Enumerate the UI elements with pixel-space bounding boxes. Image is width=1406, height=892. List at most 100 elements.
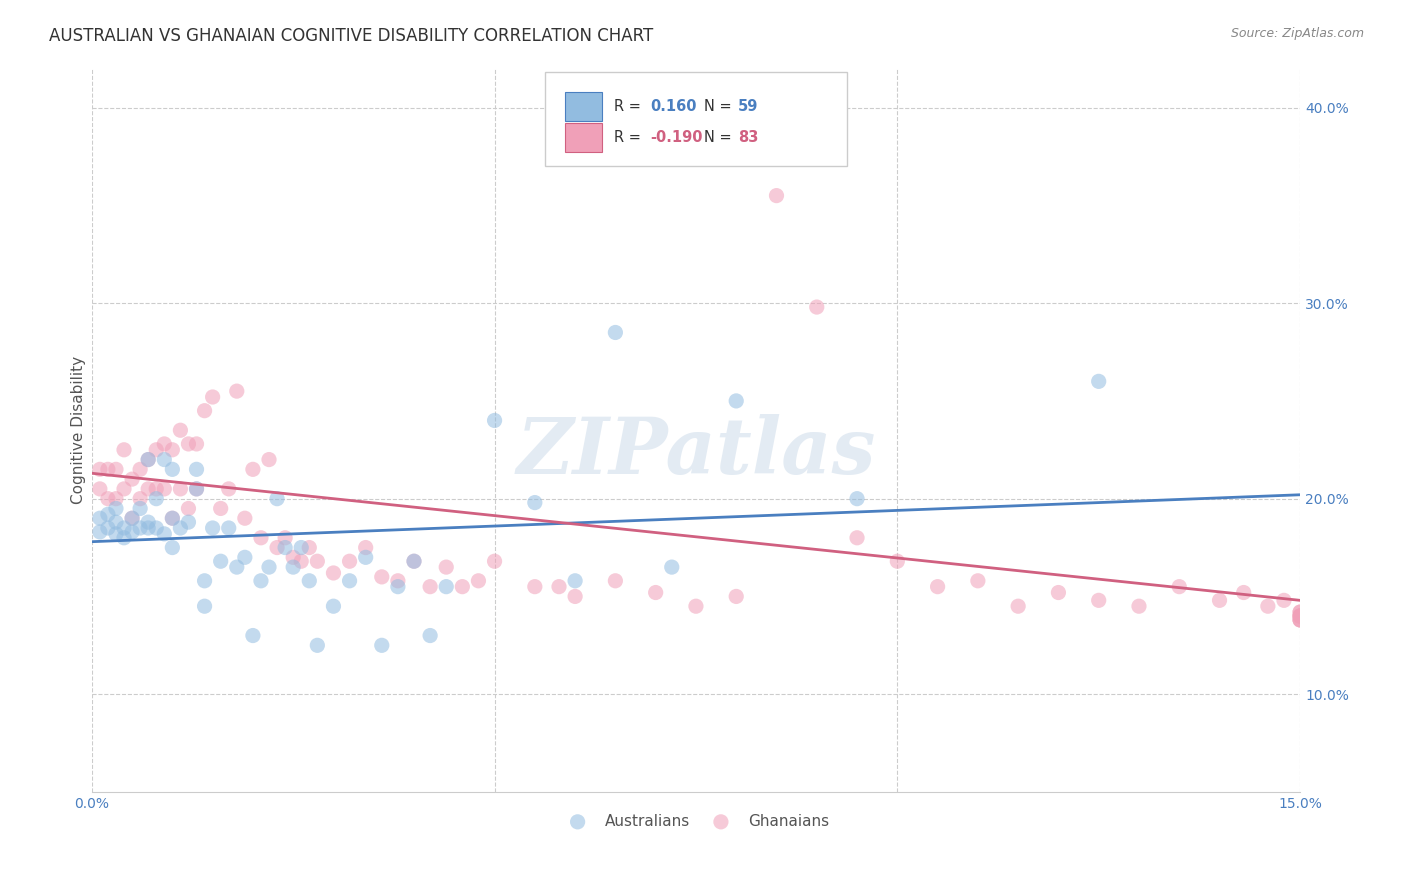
- Point: [274, 531, 297, 545]
- Point: [145, 521, 167, 535]
- Point: [89, 524, 111, 539]
- Point: [121, 511, 143, 525]
- Point: [1289, 605, 1312, 619]
- Text: R =: R =: [614, 99, 645, 113]
- Point: [162, 511, 184, 525]
- Point: [129, 521, 152, 535]
- Point: [1289, 609, 1312, 624]
- Point: [129, 462, 152, 476]
- Point: [89, 511, 111, 525]
- Point: [89, 462, 111, 476]
- Point: [153, 482, 176, 496]
- Point: [162, 442, 184, 457]
- Point: [162, 511, 184, 525]
- Point: [225, 560, 247, 574]
- Point: [1257, 599, 1279, 614]
- Point: [104, 491, 127, 506]
- Point: [298, 541, 321, 555]
- Point: [283, 550, 305, 565]
- Point: [193, 403, 215, 417]
- Text: -0.190: -0.190: [650, 129, 703, 145]
- Point: [112, 521, 135, 535]
- Point: [186, 437, 208, 451]
- Point: [104, 527, 127, 541]
- Point: [290, 541, 312, 555]
- Point: [1087, 375, 1109, 389]
- Point: [644, 585, 666, 599]
- Point: [605, 326, 627, 340]
- Point: [193, 599, 215, 614]
- Point: [209, 501, 232, 516]
- Point: [153, 452, 176, 467]
- Point: [1047, 585, 1070, 599]
- Point: [186, 462, 208, 476]
- Point: [153, 527, 176, 541]
- Point: [1007, 599, 1029, 614]
- Point: [266, 541, 288, 555]
- Point: [307, 554, 329, 568]
- Point: [257, 452, 280, 467]
- Point: [97, 462, 120, 476]
- Point: [129, 501, 152, 516]
- Point: [564, 574, 586, 588]
- Text: N =: N =: [704, 129, 737, 145]
- Point: [467, 574, 489, 588]
- Point: [257, 560, 280, 574]
- Point: [121, 472, 143, 486]
- Point: [201, 521, 224, 535]
- Point: [1272, 593, 1295, 607]
- Point: [136, 482, 159, 496]
- Point: [153, 437, 176, 451]
- Point: [169, 482, 191, 496]
- FancyBboxPatch shape: [565, 123, 602, 152]
- Point: [97, 521, 120, 535]
- Point: [967, 574, 990, 588]
- Point: [177, 515, 200, 529]
- FancyBboxPatch shape: [546, 72, 846, 166]
- Point: [209, 554, 232, 568]
- Point: [177, 437, 200, 451]
- Point: [290, 554, 312, 568]
- Point: [283, 560, 305, 574]
- Point: [1128, 599, 1150, 614]
- Point: [136, 452, 159, 467]
- Point: [233, 511, 256, 525]
- Point: [523, 580, 546, 594]
- Point: [339, 554, 361, 568]
- FancyBboxPatch shape: [565, 92, 602, 120]
- Point: [402, 554, 425, 568]
- Point: [145, 482, 167, 496]
- Point: [1233, 585, 1256, 599]
- Point: [89, 482, 111, 496]
- Point: [484, 413, 506, 427]
- Point: [1289, 613, 1312, 627]
- Point: [419, 628, 441, 642]
- Point: [162, 541, 184, 555]
- Point: [121, 511, 143, 525]
- Point: [339, 574, 361, 588]
- Point: [104, 501, 127, 516]
- Point: [218, 482, 240, 496]
- Point: [846, 491, 869, 506]
- Point: [136, 521, 159, 535]
- Point: [371, 570, 394, 584]
- Point: [371, 638, 394, 652]
- Point: [177, 501, 200, 516]
- Point: [250, 531, 273, 545]
- Point: [233, 550, 256, 565]
- Point: [121, 524, 143, 539]
- Point: [564, 590, 586, 604]
- Point: [1087, 593, 1109, 607]
- Text: N =: N =: [704, 99, 737, 113]
- Point: [1208, 593, 1230, 607]
- Point: [136, 515, 159, 529]
- Point: [97, 491, 120, 506]
- Point: [112, 482, 135, 496]
- Point: [685, 599, 707, 614]
- Point: [434, 580, 457, 594]
- Point: [886, 554, 908, 568]
- Point: [162, 462, 184, 476]
- Point: [1289, 609, 1312, 624]
- Point: [927, 580, 949, 594]
- Point: [242, 462, 264, 476]
